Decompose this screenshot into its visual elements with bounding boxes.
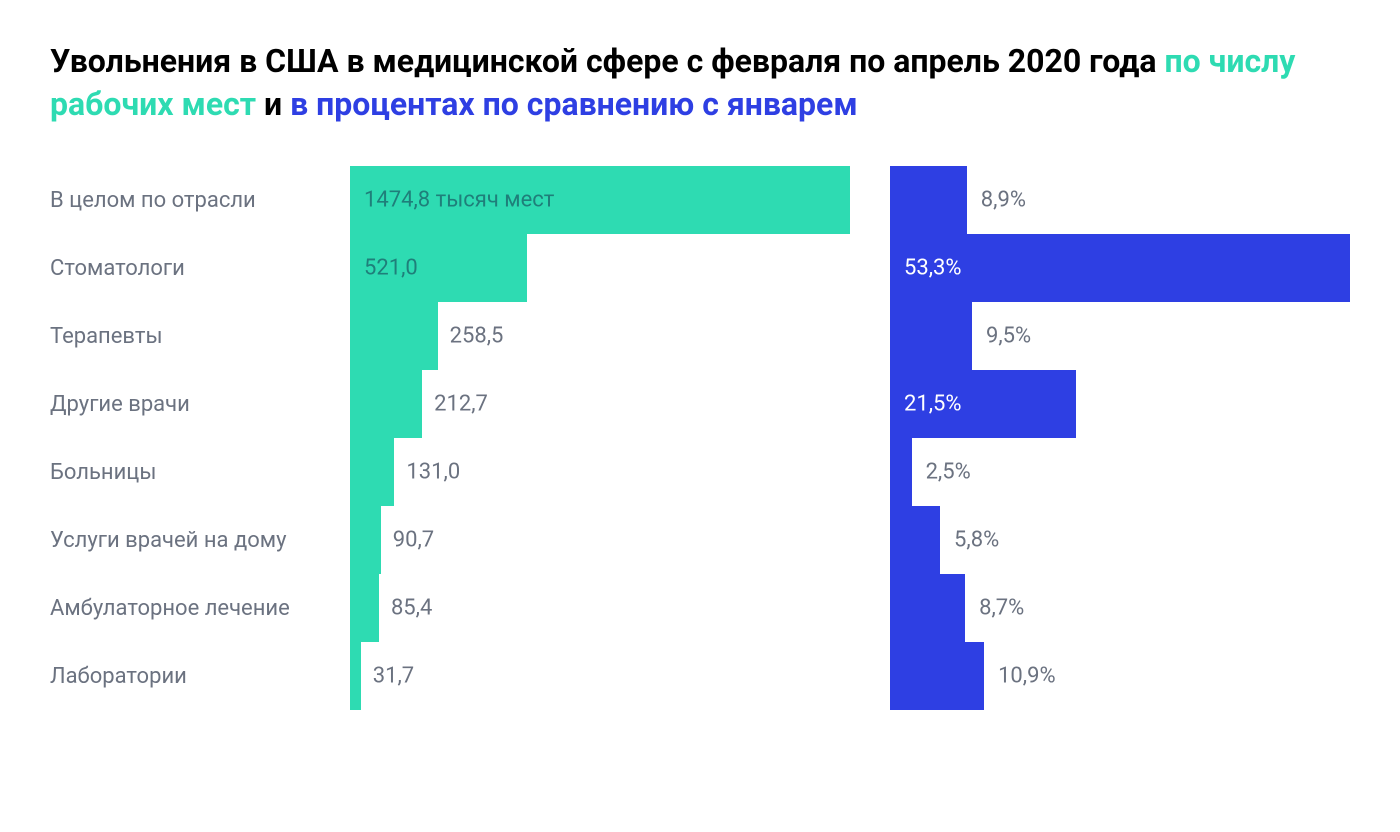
row-label: Терапевты — [50, 324, 350, 349]
pct-bar-cell: 8,9% — [890, 166, 1350, 234]
pct-value: 8,7% — [979, 596, 1024, 621]
jobs-bar — [350, 642, 361, 710]
row-label: Амбулаторное лечение — [50, 596, 350, 621]
jobs-value: 85,4 — [391, 596, 432, 621]
pct-bar-cell: 53,3% — [890, 234, 1350, 302]
pct-value: 53,3% — [904, 256, 962, 281]
title-mid: и — [264, 85, 290, 123]
row-label: Больницы — [50, 460, 350, 485]
pct-bar-cell: 5,8% — [890, 506, 1350, 574]
jobs-bar-cell: 212,7 — [350, 370, 850, 438]
jobs-bar-cell: 31,7 — [350, 642, 850, 710]
pct-bar — [890, 166, 967, 234]
pct-value: 8,9% — [981, 188, 1026, 213]
chart-row: Услуги врачей на дому 90,7 5,8% — [50, 506, 1350, 574]
jobs-value: 31,7 — [373, 664, 414, 689]
pct-bar — [890, 574, 965, 642]
pct-value: 2,5% — [926, 460, 971, 485]
jobs-bar — [350, 438, 394, 506]
row-label: В целом по отрасли — [50, 188, 350, 213]
pct-bar-cell: 21,5% — [890, 370, 1350, 438]
jobs-bar-cell: 258,5 — [350, 302, 850, 370]
pct-bar-cell: 2,5% — [890, 438, 1350, 506]
jobs-bar — [350, 302, 438, 370]
chart-row: Больницы 131,0 2,5% — [50, 438, 1350, 506]
jobs-bar — [350, 574, 379, 642]
jobs-bar-cell: 85,4 — [350, 574, 850, 642]
chart-title: Увольнения в США в медицинской сфере с ф… — [50, 40, 1350, 126]
pct-bar-cell: 10,9% — [890, 642, 1350, 710]
pct-value: 9,5% — [986, 324, 1031, 349]
jobs-bar-cell: 1474,8 тысяч мест — [350, 166, 850, 234]
jobs-bar-cell: 90,7 — [350, 506, 850, 574]
jobs-bar-cell: 521,0 — [350, 234, 850, 302]
jobs-value: 258,5 — [450, 324, 504, 349]
pct-bar-cell: 8,7% — [890, 574, 1350, 642]
row-label: Услуги врачей на дому — [50, 528, 350, 553]
pct-bar — [890, 438, 912, 506]
pct-value: 10,9% — [998, 664, 1056, 689]
chart-row: Другие врачи 212,7 21,5% — [50, 370, 1350, 438]
chart-row: Стоматологи521,0 53,3% — [50, 234, 1350, 302]
chart-row: Лаборатории 31,7 10,9% — [50, 642, 1350, 710]
jobs-value: 521,0 — [350, 256, 418, 281]
chart-row: В целом по отрасли1474,8 тысяч мест 8,9% — [50, 166, 1350, 234]
row-label: Лаборатории — [50, 664, 350, 689]
chart-row: Терапевты 258,5 9,5% — [50, 302, 1350, 370]
title-part1: Увольнения в США в медицинской сфере с ф… — [50, 42, 1164, 80]
row-label: Стоматологи — [50, 256, 350, 281]
jobs-bar — [350, 506, 381, 574]
jobs-value: 90,7 — [393, 528, 434, 553]
jobs-value: 212,7 — [434, 392, 488, 417]
pct-bar — [890, 506, 940, 574]
chart-row: Амбулаторное лечение 85,4 8,7% — [50, 574, 1350, 642]
pct-bar-cell: 9,5% — [890, 302, 1350, 370]
chart-area: В целом по отрасли1474,8 тысяч мест 8,9% С… — [50, 166, 1350, 710]
pct-bar — [890, 302, 972, 370]
pct-bar — [890, 642, 984, 710]
row-label: Другие врачи — [50, 392, 350, 417]
jobs-value: 1474,8 тысяч мест — [350, 188, 554, 213]
pct-value: 21,5% — [904, 392, 962, 417]
title-accent2: в процентах по сравнению с январем — [290, 85, 858, 123]
pct-value: 5,8% — [954, 528, 999, 553]
jobs-value: 131,0 — [406, 460, 460, 485]
jobs-bar-cell: 131,0 — [350, 438, 850, 506]
jobs-bar — [350, 370, 422, 438]
